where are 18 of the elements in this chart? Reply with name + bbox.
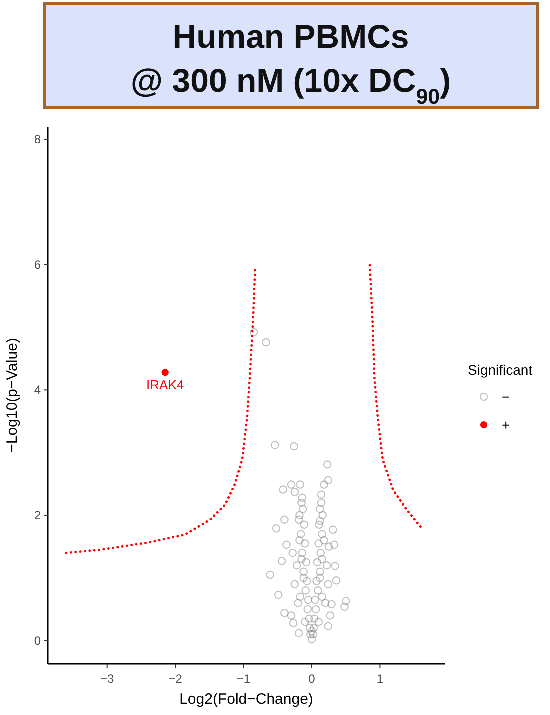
legend-label: +	[502, 417, 510, 433]
y-tick-label: 2	[34, 508, 42, 522]
legend-title: Significant	[468, 362, 533, 378]
x-tick-label: 1	[376, 672, 384, 686]
y-tick-label: 8	[34, 132, 42, 147]
y-tick-label: 6	[34, 258, 42, 272]
x-tick-label: −3	[100, 672, 115, 686]
x-axis-title: Log2(Fold−Change)	[180, 691, 314, 708]
y-tick-label: 0	[34, 634, 42, 648]
x-tick-label: 0	[308, 672, 316, 686]
legend-label: −	[502, 389, 510, 405]
y-tick-label: 4	[34, 383, 42, 398]
x-tick-label: −2	[168, 672, 183, 686]
x-tick-label: −1	[236, 672, 251, 686]
chart-title: Human PBMCs @ 300 nM (10x DC$_{90}$)	[130, 18, 452, 109]
y-axis-title: −Log10(p−Value)	[4, 338, 21, 453]
annotation: IRAK4	[146, 378, 184, 393]
line-series	[65, 266, 257, 554]
